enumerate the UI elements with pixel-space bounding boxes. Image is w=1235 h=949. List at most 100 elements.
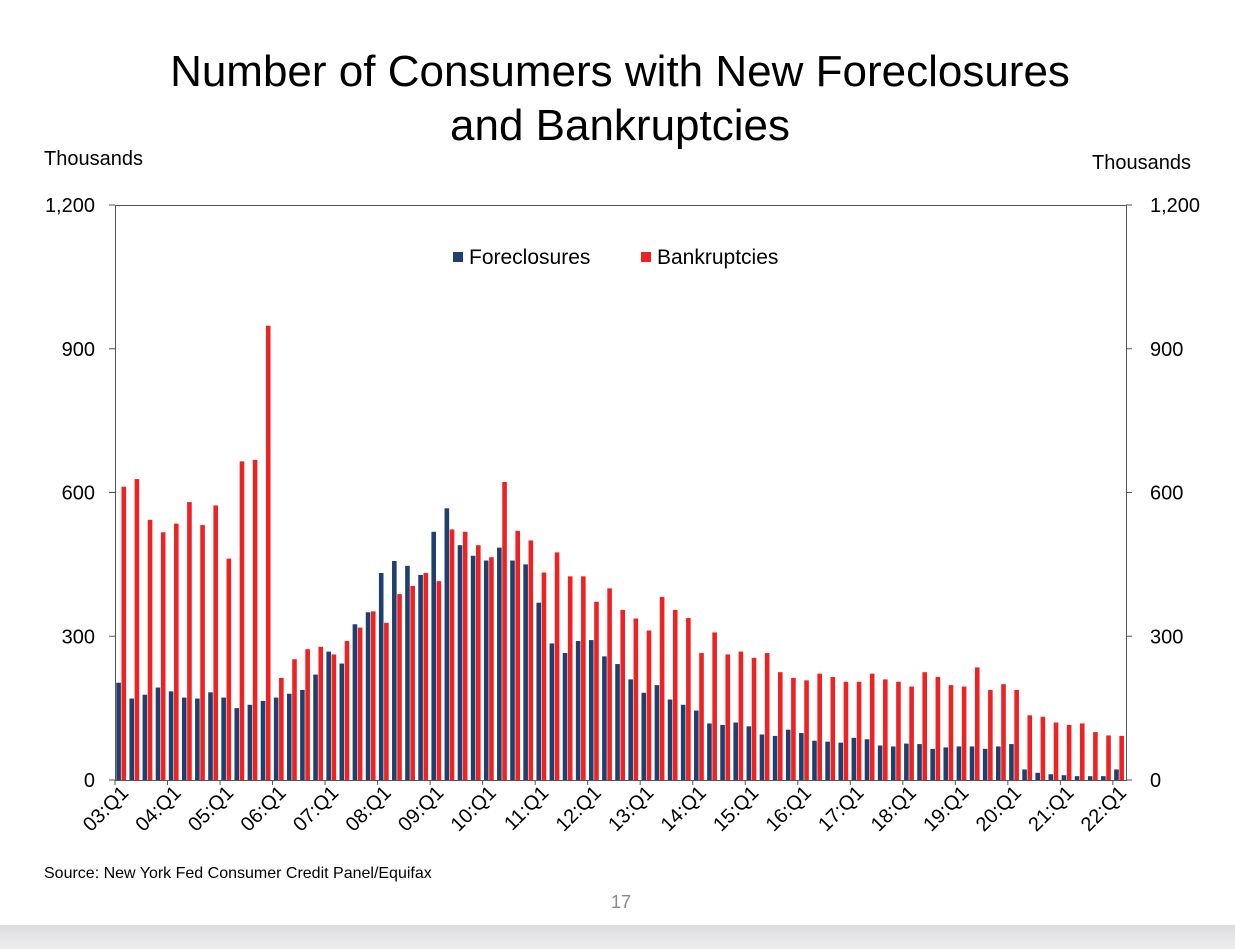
bar-foreclosures: [720, 724, 725, 780]
bar-bankruptcies: [528, 540, 534, 780]
bar-bankruptcies: [699, 653, 704, 780]
bar-foreclosures: [562, 653, 568, 780]
bar-foreclosures: [536, 602, 542, 780]
bar-bankruptcies: [607, 588, 612, 780]
bar-bankruptcies: [1027, 715, 1033, 780]
bar-foreclosures: [799, 733, 804, 780]
bar-foreclosures: [313, 674, 318, 780]
x-tick-label: 17:Q1: [814, 782, 868, 836]
bar-bankruptcies: [1066, 724, 1072, 780]
bar-foreclosures: [497, 547, 502, 780]
bar-foreclosures: [523, 564, 528, 780]
x-tick-label: 19:Q1: [919, 782, 973, 836]
bar-bankruptcies: [804, 680, 809, 780]
bar-bankruptcies: [252, 459, 258, 780]
y-tick-label-right: 900: [1150, 339, 1183, 361]
bar-bankruptcies: [843, 681, 849, 780]
bar-foreclosures: [641, 692, 647, 780]
x-tick-label: 13:Q1: [604, 782, 658, 836]
bar-bankruptcies: [384, 622, 389, 780]
bar-foreclosures: [247, 704, 253, 780]
bar-bankruptcies: [764, 653, 770, 780]
bar-foreclosures: [234, 708, 240, 780]
legend-swatch-bankruptcies: [641, 252, 651, 262]
bar-foreclosures: [825, 741, 830, 780]
bar-bankruptcies: [686, 618, 691, 780]
bar-foreclosures: [1114, 769, 1119, 780]
bar-bankruptcies: [988, 689, 993, 780]
bar-bankruptcies: [620, 609, 626, 780]
bar-bankruptcies: [856, 681, 862, 780]
bar-foreclosures: [286, 693, 292, 780]
bar-foreclosures: [221, 697, 226, 780]
bar-bankruptcies: [318, 646, 324, 780]
bar-bankruptcies: [174, 523, 179, 780]
slide: Number of Consumers with New Foreclosure…: [0, 0, 1235, 925]
bar-foreclosures: [1022, 769, 1027, 780]
window-bottom-band: [0, 925, 1235, 949]
bar-bankruptcies: [948, 685, 954, 780]
bar-foreclosures: [680, 704, 686, 780]
y-tick-label-left: 1,200: [45, 195, 95, 217]
bar-bankruptcies: [357, 627, 363, 780]
bar-bankruptcies: [265, 325, 271, 780]
y-axis-left: 0 300 600 900 1,200: [45, 195, 115, 792]
bar-bankruptcies: [502, 481, 507, 780]
x-tick-label: 11:Q1: [500, 782, 553, 835]
bar-bankruptcies: [1001, 684, 1006, 780]
x-tick-label: 05:Q1: [184, 782, 238, 836]
x-tick-label: 22:Q1: [1077, 782, 1131, 836]
bar-foreclosures: [877, 745, 883, 780]
bar-bankruptcies: [436, 581, 442, 780]
bar-foreclosures: [1009, 744, 1014, 780]
bar-bankruptcies: [370, 611, 376, 780]
bar-foreclosures: [1074, 776, 1080, 780]
y-axis-right: 0 300 600 900 1,200: [1126, 195, 1200, 792]
x-tick-label: 06:Q1: [237, 782, 291, 836]
bar-bankruptcies: [712, 632, 717, 780]
x-tick-label: 12:Q1: [552, 782, 606, 836]
chart-title-line-2: and Bankruptcies: [450, 101, 790, 150]
page-number: 17: [611, 892, 631, 912]
bar-foreclosures: [890, 746, 896, 780]
bar-foreclosures: [273, 697, 279, 780]
x-tick-label: 18:Q1: [867, 782, 921, 836]
chart-title-line-1: Number of Consumers with New Foreclosure…: [170, 47, 1070, 96]
x-tick-label: 14:Q1: [657, 782, 711, 836]
bar-bankruptcies: [777, 672, 783, 780]
bar-bankruptcies: [449, 529, 455, 780]
y-tick-label-left: 900: [62, 339, 95, 361]
bar-foreclosures: [628, 679, 633, 780]
bar-foreclosures: [1061, 775, 1067, 780]
bar-foreclosures: [392, 561, 397, 780]
bar-bankruptcies: [659, 596, 665, 780]
x-tick-label: 20:Q1: [972, 782, 1026, 836]
bar-bankruptcies: [738, 651, 744, 780]
bar-foreclosures: [615, 664, 620, 780]
bar-bankruptcies: [922, 672, 928, 780]
bar-foreclosures: [759, 734, 765, 780]
bar-foreclosures: [116, 682, 121, 780]
bar-bankruptcies: [1106, 735, 1111, 780]
y-tick-label-right: 300: [1150, 626, 1183, 648]
bar-bankruptcies: [646, 630, 652, 780]
bar-bankruptcies: [305, 649, 310, 780]
bar-bankruptcies: [883, 679, 888, 780]
bar-bankruptcies: [1079, 723, 1085, 780]
bar-foreclosures: [365, 612, 371, 780]
bar-foreclosures: [996, 746, 1001, 780]
plot-frame: [115, 205, 1127, 781]
bar-foreclosures: [129, 698, 135, 780]
bar-bankruptcies: [489, 557, 494, 780]
bar-foreclosures: [195, 698, 200, 780]
bar-foreclosures: [956, 746, 962, 780]
bar-foreclosures: [483, 560, 489, 780]
bar-bankruptcies: [672, 609, 678, 780]
bar-foreclosures: [260, 700, 266, 780]
bar-foreclosures: [667, 699, 673, 780]
bar-bankruptcies: [869, 673, 875, 780]
bar-foreclosures: [418, 574, 423, 780]
bar-bankruptcies: [410, 585, 415, 780]
bar-foreclosures: [326, 651, 331, 780]
legend-label-foreclosures: Foreclosures: [469, 246, 590, 269]
